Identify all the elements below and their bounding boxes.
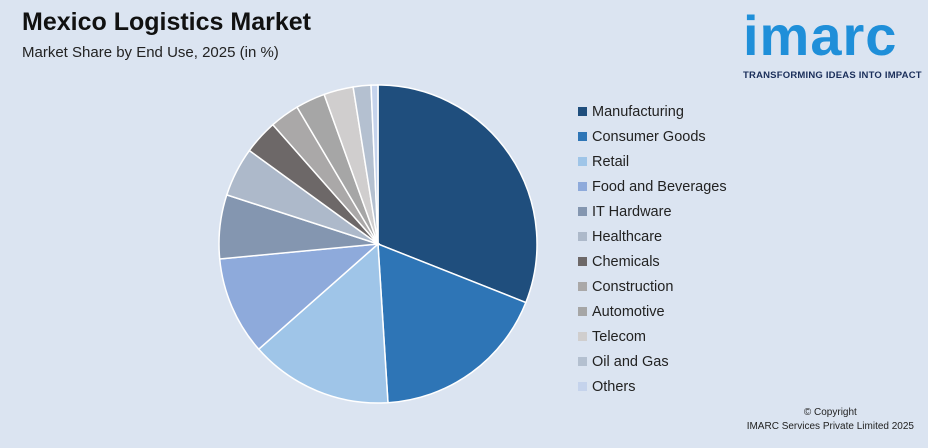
legend-swatch bbox=[578, 132, 587, 141]
imarc-logo: imarc TRANSFORMING IDEAS INTO IMPACT bbox=[743, 4, 922, 84]
legend-label: Healthcare bbox=[592, 228, 663, 245]
legend-item-manufacturing: Manufacturing bbox=[578, 99, 727, 124]
legend-label: Automotive bbox=[592, 303, 665, 320]
pie-slice-retail bbox=[257, 242, 389, 404]
legend-swatch bbox=[578, 232, 587, 241]
legend-label: IT Hardware bbox=[592, 203, 672, 220]
legend-swatch bbox=[578, 307, 587, 316]
legend-item-oil-and-gas: Oil and Gas bbox=[578, 349, 727, 374]
pie-slice-food-and-beverages bbox=[218, 243, 381, 351]
legend-swatch bbox=[578, 382, 587, 391]
legend-item-telecom: Telecom bbox=[578, 324, 727, 349]
legend-label: Manufacturing bbox=[592, 103, 684, 120]
pie-slice-others bbox=[370, 84, 379, 245]
company-text: IMARC Services Private Limited 2025 bbox=[746, 421, 914, 432]
legend-swatch bbox=[578, 357, 587, 366]
chart-subtitle: Market Share by End Use, 2025 (in %) bbox=[22, 44, 279, 61]
legend-item-consumer-goods: Consumer Goods bbox=[578, 124, 727, 149]
legend-item-retail: Retail bbox=[578, 149, 727, 174]
legend-item-construction: Construction bbox=[578, 274, 727, 299]
chart-legend: Manufacturing Consumer Goods Retail Food an… bbox=[578, 99, 727, 399]
legend-label: Chemicals bbox=[592, 253, 660, 270]
legend-swatch bbox=[578, 107, 587, 116]
legend-swatch bbox=[578, 207, 587, 216]
logo-tagline: TRANSFORMING IDEAS INTO IMPACT bbox=[743, 70, 922, 81]
legend-item-others: Others bbox=[578, 374, 727, 399]
legend-label: Retail bbox=[592, 153, 630, 170]
legend-label: Consumer Goods bbox=[592, 128, 706, 145]
legend-swatch bbox=[578, 157, 587, 166]
legend-label: Construction bbox=[592, 278, 674, 295]
legend-swatch bbox=[578, 257, 587, 266]
legend-label: Oil and Gas bbox=[592, 353, 669, 370]
pie-slice-manufacturing bbox=[377, 84, 538, 304]
copyright-text: © Copyright bbox=[803, 407, 857, 418]
legend-label: Telecom bbox=[592, 328, 646, 345]
legend-swatch bbox=[578, 282, 587, 291]
legend-label: Others bbox=[592, 378, 636, 395]
legend-swatch bbox=[578, 182, 587, 191]
legend-item-healthcare: Healthcare bbox=[578, 224, 727, 249]
legend-item-food-and-beverages: Food and Beverages bbox=[578, 174, 727, 199]
legend-item-it-hardware: IT Hardware bbox=[578, 199, 727, 224]
chart-title: Mexico Logistics Market bbox=[22, 8, 311, 36]
legend-swatch bbox=[578, 332, 587, 341]
legend-label: Food and Beverages bbox=[592, 178, 727, 195]
legend-item-chemicals: Chemicals bbox=[578, 249, 727, 274]
pie-chart bbox=[218, 84, 538, 404]
pie-slice-consumer-goods bbox=[377, 242, 527, 404]
logo-wordmark: imarc bbox=[743, 4, 898, 67]
legend-item-automotive: Automotive bbox=[578, 299, 727, 324]
footer: © Copyright IMARC Services Private Limit… bbox=[747, 406, 914, 434]
